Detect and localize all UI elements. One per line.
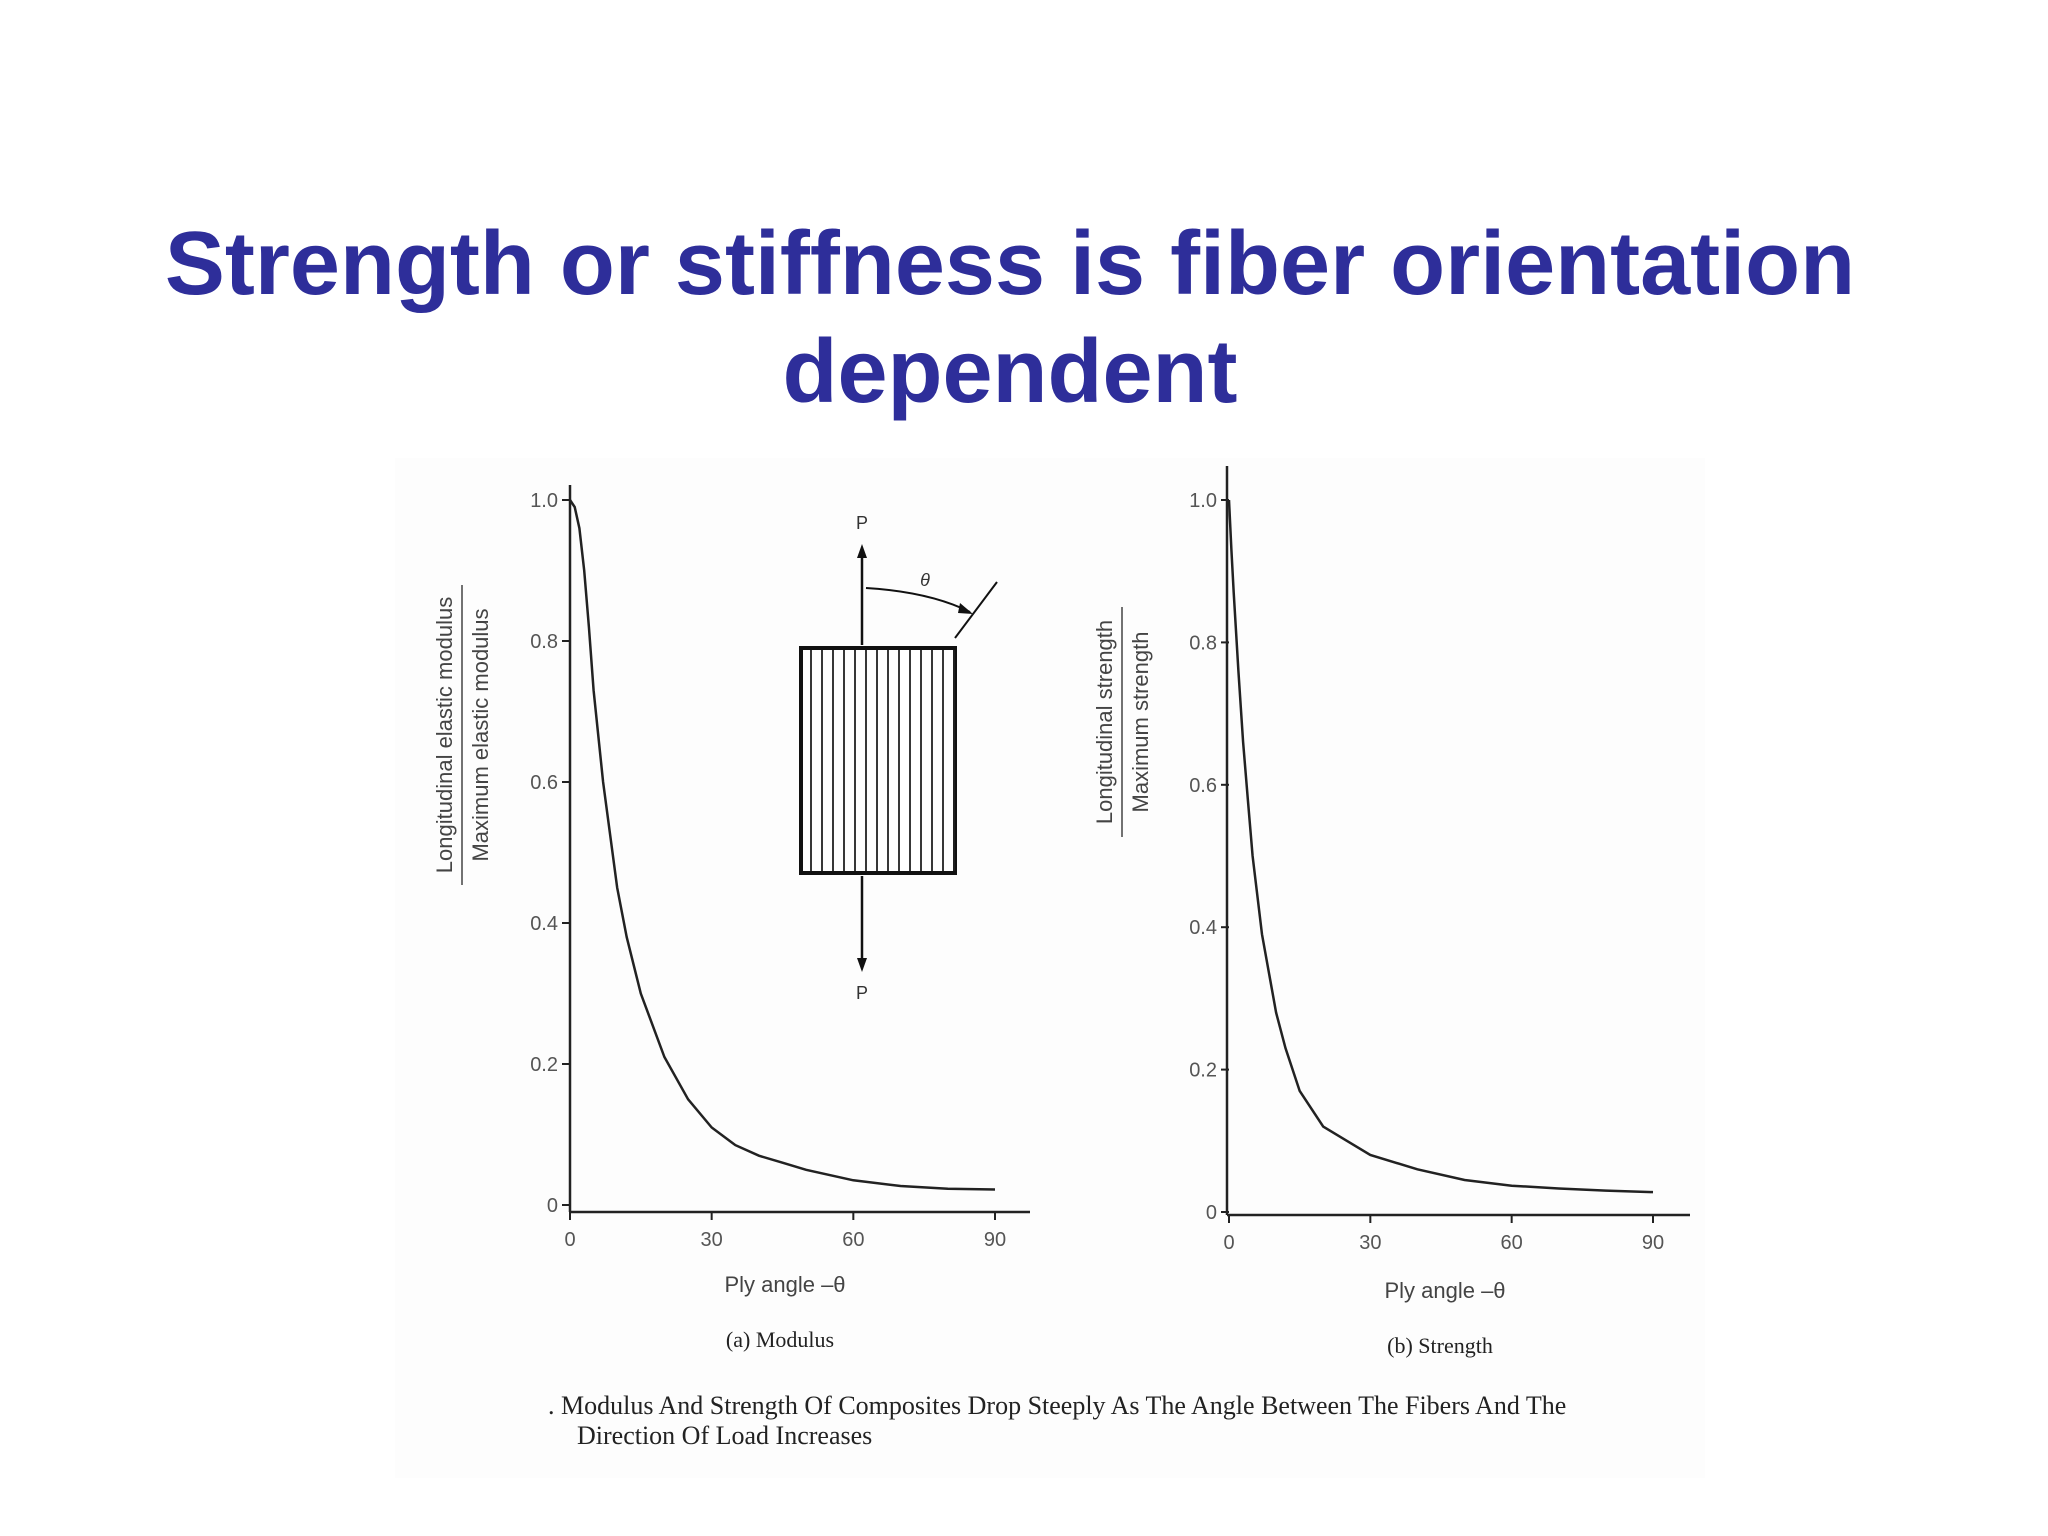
x-tick-label-strength: 60 [1501,1232,1523,1254]
fiber-lines [810,650,955,871]
x-tick-label-modulus: 60 [842,1229,864,1251]
y-tick-label-modulus: 0.4 [530,913,558,935]
panel-label-strength: (b) Strength [1387,1333,1493,1358]
x-tick-label-modulus: 30 [701,1229,723,1251]
panel-modulus: 0 0.2 0.4 0.6 0.8 1.0 0 30 60 90 Ply angle –θ (a)… [432,485,1030,1352]
y-axis-title-denominator-modulus: Maximum elastic modulus [468,608,493,861]
load-label-top: P [856,513,868,533]
y-axis-title-denominator-strength: Maximum strength [1128,632,1153,813]
panel-label-modulus: (a) Modulus [726,1327,834,1352]
y-tick-label-strength: 0.2 [1189,1060,1217,1082]
angle-arrowhead-icon [958,603,973,614]
strength-curve [1227,499,1654,1194]
figure-caption-line-1: . Modulus And Strength Of Composites Dro… [548,1391,1566,1420]
y-tick-label-modulus: 0.6 [530,772,558,794]
x-tick-label-modulus: 0 [564,1229,575,1251]
slide-title: Strength or stiffness is fiber orientati… [0,210,2020,426]
y-tick-label-modulus: 0.8 [530,631,558,653]
y-axis-title-numerator-strength: Longitudinal strength [1092,620,1117,824]
angle-arc [865,587,971,613]
x-tick-label-modulus: 90 [984,1229,1006,1251]
y-tick-label-strength: 0 [1206,1202,1217,1224]
figure-caption-line-2: Direction Of Load Increases [577,1421,872,1450]
arrowhead-down-icon [857,958,867,972]
y-tick-label-modulus: 0.2 [530,1054,558,1076]
title-line-2: dependent [782,322,1238,422]
x-axis-title-modulus: Ply angle –θ [724,1272,845,1297]
y-tick-label-strength: 0.8 [1189,632,1217,654]
y-tick-label-strength: 1.0 [1189,490,1217,512]
x-tick-label-strength: 30 [1359,1232,1381,1254]
specimen-outline [799,646,957,875]
arrowhead-up-icon [857,544,867,558]
y-tick-label-modulus: 1.0 [530,490,558,512]
y-axis-title-numerator-modulus: Longitudinal elastic modulus [432,597,457,873]
fiber-direction-line [954,581,998,639]
y-tick-label-modulus: 0 [547,1195,558,1217]
title-line-1: Strength or stiffness is fiber orientati… [164,214,1856,314]
y-tick-label-strength: 0.4 [1189,917,1217,939]
x-tick-label-strength: 90 [1642,1232,1664,1254]
panel-strength: 0 0.2 0.4 0.6 0.8 1.0 0 30 60 90 Ply angle –θ (b)… [1092,466,1690,1358]
angle-label: θ [920,570,930,590]
x-tick-label-strength: 0 [1223,1232,1234,1254]
figure-area [395,458,1705,1478]
y-tick-label-strength: 0.6 [1189,775,1217,797]
fiber-specimen-diagram: P P θ [799,513,998,1003]
x-axis-title-strength: Ply angle –θ [1384,1278,1505,1303]
modulus-curve [568,499,996,1191]
load-label-bottom: P [856,983,868,1003]
